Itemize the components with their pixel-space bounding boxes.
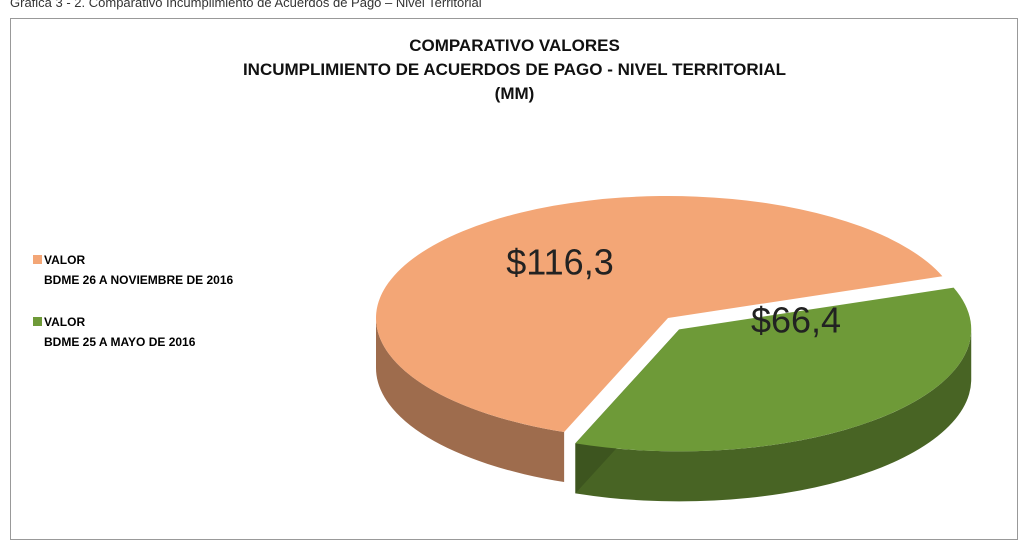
chart-title: COMPARATIVO VALORES INCUMPLIMIENTO DE AC… (242, 36, 787, 103)
value-label: $66,4 (751, 300, 841, 341)
slice-side (376, 318, 565, 483)
legend-label: VALOR BDME 25 A MAYO DE 2016 (44, 315, 196, 349)
value-label: $116,3 (506, 242, 613, 283)
slice (575, 287, 972, 452)
chart-frame (10, 18, 1018, 540)
slice-side (575, 329, 972, 502)
legend-swatch (33, 255, 42, 264)
slice (376, 195, 943, 433)
caption: Gráfica 3 - 2. Comparativo Incumplimient… (10, 0, 482, 10)
legend-swatch (33, 317, 42, 326)
legend-label: VALOR BDME 26 A NOVIEMBRE DE 2016 (44, 253, 234, 287)
legend-item: VALOR BDME 26 A NOVIEMBRE DE 2016 (33, 250, 233, 290)
legend-item: VALOR BDME 25 A MAYO DE 2016 (33, 312, 195, 352)
